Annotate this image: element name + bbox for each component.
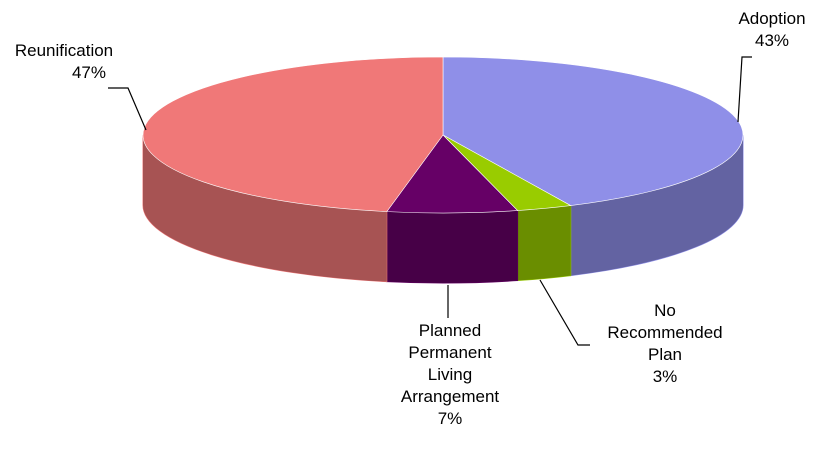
slice-side-shade bbox=[517, 205, 571, 281]
slice-label: No Recommended Plan 3% bbox=[585, 300, 745, 388]
category-label: Planned Permanent Living Arrangement bbox=[400, 321, 500, 406]
pie bbox=[142, 56, 744, 284]
slice-side-shade bbox=[570, 135, 743, 276]
value-label: 7% bbox=[437, 409, 463, 428]
slice bbox=[142, 56, 444, 212]
slice-label: Reunification 47% bbox=[4, 40, 124, 84]
leader-line bbox=[108, 87, 147, 131]
value-label: 47% bbox=[71, 63, 106, 82]
leader-line bbox=[737, 56, 752, 123]
slice bbox=[442, 56, 744, 206]
slice bbox=[386, 134, 519, 214]
category-label: Adoption bbox=[738, 9, 806, 28]
slice-side-shade bbox=[143, 135, 387, 282]
category-label: No Recommended Plan bbox=[607, 301, 723, 364]
slice-label: Planned Permanent Living Arrangement 7% bbox=[345, 320, 555, 430]
value-label: 3% bbox=[652, 367, 678, 386]
slice-side-shade bbox=[386, 210, 518, 283]
slice-label: Adoption 43% bbox=[722, 8, 822, 52]
value-label: 43% bbox=[754, 31, 790, 50]
category-label: Reunification bbox=[14, 41, 114, 60]
leader-line bbox=[539, 279, 590, 346]
